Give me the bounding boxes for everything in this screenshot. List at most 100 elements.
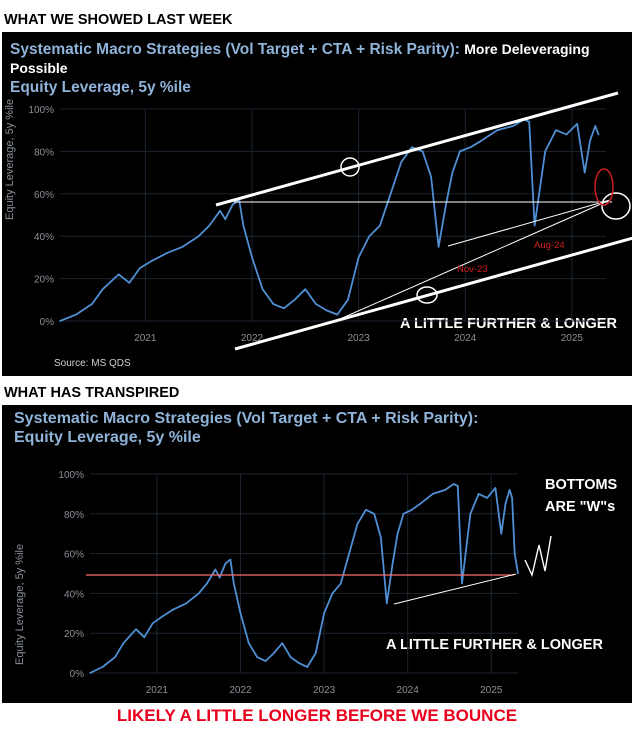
bottom-ytick-label: 20% [64,629,84,640]
top-ytick-label: 20% [34,275,54,286]
top-data-point [469,146,472,148]
bottom-data-point [396,532,399,535]
bottom-data-point [214,568,217,571]
top-data-point [272,303,275,305]
bottom-data-point [461,582,463,585]
bottom-data-point [232,582,235,585]
top-data-point [128,282,131,284]
bottom-data-point [306,666,309,668]
bottom-data-point [197,592,200,595]
bottom-data-point [477,493,480,495]
top-data-point [101,288,104,291]
bottom-data-point [444,489,447,491]
bottom-data-point [248,642,250,644]
bottom-ytick-label: 100% [58,470,84,481]
chart-top-subtitle: Equity Leverage, 5y %ile [10,79,191,96]
top-data-point [451,171,454,174]
bottom-data-point [289,656,292,658]
top-data-point [544,150,547,153]
bottom-series-line [89,483,519,674]
bottom-data-point [151,622,154,625]
chart-panel-top: Systematic Macro Strategies (Vol Target … [2,32,632,376]
bottom-data-point [402,513,405,515]
top-data-point [411,146,413,148]
top-ytick-label: 80% [34,147,54,158]
top-data-point [430,176,432,178]
bottom-data-point [339,582,342,585]
top-data-point [512,125,515,127]
top-data-point [437,246,440,248]
top-data-point [139,267,141,269]
top-lower-trendline [234,236,632,351]
bottom-data-point [185,602,187,605]
chart-top-title-suffix: More Deleveraging Possible [10,41,590,76]
chart-top-svg: 0% 20% 40% 60% 80% 100% 2021 2022 2023 2024 2025 No… [28,91,632,351]
top-data-point [389,193,392,195]
top-series-line [59,118,600,322]
bottom-data-point [517,572,519,575]
top-data-point [304,288,307,291]
bottom-ytick-label: 60% [64,550,84,561]
chart-top-title: Systematic Macro Strategies (Vol Target … [10,40,630,97]
bottom-data-point [314,652,317,654]
bottom-data-point [114,656,116,658]
bottom-data-point [143,636,146,638]
top-upper-trendline [215,91,619,207]
top-data-point [293,299,296,301]
middle-heading: WHAT HAS TRANSPIRED [4,385,180,401]
bottom-data-point [380,536,382,539]
top-data-point [197,235,200,237]
bottom-ytick-label: 0% [70,669,85,680]
bottom-w-drawing [524,535,552,578]
top-data-point [75,313,77,316]
bottom-data-point [419,503,421,505]
bottom-data-point [494,487,497,489]
top-data-point [242,224,245,227]
bottom-data-point [469,513,472,515]
top-data-point [528,120,531,123]
top-xtick-label: 2021 [134,333,157,344]
top-data-point [59,320,61,322]
bottom-data-point [298,662,300,664]
top-red-circle-marker [594,168,614,206]
top-data-point [576,123,579,125]
top-data-point [480,140,483,142]
bottom-data-point [101,666,104,668]
top-data-point [594,125,597,127]
bottom-data-point [206,582,208,585]
bottom-data-point [135,628,137,631]
bottom-xtick-label: 2025 [480,685,503,696]
bottom-data-point [457,485,459,487]
bottom-data-point [229,558,232,561]
top-data-point [368,235,371,237]
top-circle-marker [601,192,631,220]
top-circle-marker [416,286,438,304]
top-xtick-label: 2025 [561,333,584,344]
top-data-point [149,260,152,263]
bottom-data-point [365,509,367,511]
bottom-data-point [172,608,175,611]
top-data-point [400,161,403,163]
top-data-point [445,203,447,206]
top-data-point [347,299,349,301]
top-data-point [165,252,168,254]
bottom-data-point [385,602,388,605]
top-data-point [224,218,227,221]
top-data-point [565,133,568,136]
top-xtick-label: 2023 [347,333,370,344]
bottom-data-point [504,503,507,505]
top-data-point [283,307,285,310]
chart-top-source: Source: MS QDS [54,358,131,369]
bottom-xtick-label: 2022 [229,685,252,696]
top-heading: WHAT WE SHOWED LAST WEEK [4,12,233,28]
top-data-point [597,133,600,136]
bottom-data-point [511,497,513,499]
chart-bottom-annotation: A LITTLE FURTHER & LONGER [386,637,603,653]
top-data-point [251,256,253,259]
top-data-point [533,224,536,227]
top-data-point [181,246,184,248]
bottom-data-point [486,497,488,499]
top-support-line [339,199,611,320]
top-ytick-label: 40% [34,232,54,243]
top-data-point [261,288,264,291]
